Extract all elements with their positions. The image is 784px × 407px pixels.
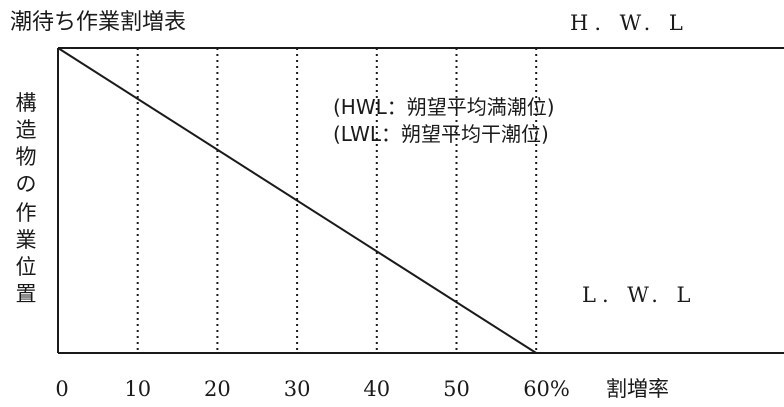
x-tick-label: 0 <box>55 377 68 401</box>
note-lwl: (LWL：朔望平均干潮位) <box>333 122 549 146</box>
vertical-label-char: 位 <box>16 255 37 279</box>
x-axis-label: 割増率 <box>606 377 669 401</box>
vertical-label-char: の <box>16 172 37 196</box>
vertical-label-char: 作 <box>16 201 37 225</box>
chart-title: 潮待ち作業割増表 <box>10 10 186 35</box>
vertical-label-char: 物 <box>16 145 37 169</box>
vertical-label-char: 業 <box>16 228 37 252</box>
hwl-label: H. W. L <box>570 11 689 35</box>
x-tick-label: 20 <box>204 377 231 401</box>
vertical-label: 構 造 物 の 作 業 位 置 <box>16 91 37 306</box>
x-tick-label: 30 <box>284 377 311 401</box>
vertical-label-char: 造 <box>16 118 37 142</box>
vertical-label-char: 置 <box>16 282 37 306</box>
gridlines <box>136 48 538 353</box>
lwl-label: L. W. L <box>582 283 697 307</box>
x-tick-label: 60% <box>523 377 570 401</box>
note-hwl: (HWL：朔望平均満潮位) <box>333 95 555 119</box>
x-tick-label: 50 <box>443 377 470 401</box>
surcharge-line <box>57 47 537 354</box>
vertical-label-char: 構 <box>16 91 37 115</box>
x-tick-label: 40 <box>363 377 390 401</box>
x-tick-labels: 0 10 20 30 40 50 60% <box>55 377 570 401</box>
x-tick-label: 10 <box>124 377 151 401</box>
